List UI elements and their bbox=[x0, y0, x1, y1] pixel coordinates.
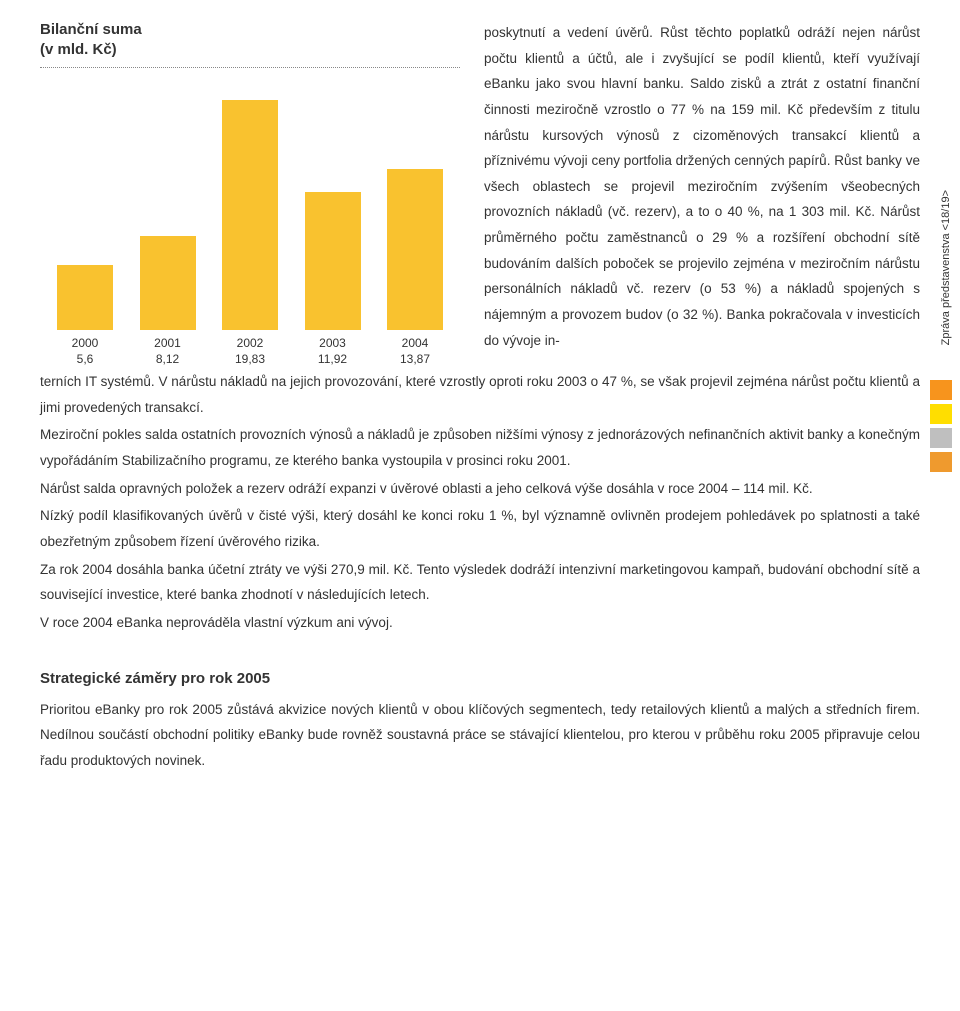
bar bbox=[305, 192, 361, 330]
bar-label: 200413,87 bbox=[380, 336, 450, 367]
body-text-p7: V roce 2004 eBanka neprováděla vlastní v… bbox=[40, 610, 920, 636]
bar-label: 20005,6 bbox=[50, 336, 120, 367]
bar bbox=[140, 236, 196, 330]
bar-wrap bbox=[133, 236, 203, 330]
bar-label: 200219,83 bbox=[215, 336, 285, 367]
body-text-p4: Nárůst salda opravných položek a rezerv … bbox=[40, 476, 920, 502]
bar bbox=[57, 265, 113, 330]
chart-title: Bilanční suma (v mld. Kč) bbox=[40, 20, 460, 59]
chart-divider bbox=[40, 67, 460, 68]
bar-chart: Bilanční suma (v mld. Kč) 20005,6 20018,1… bbox=[40, 20, 460, 367]
chart-title-line1: Bilanční suma bbox=[40, 21, 142, 38]
section-heading: Strategické záměry pro rok 2005 bbox=[40, 670, 920, 687]
bar-wrap bbox=[215, 100, 285, 330]
side-block bbox=[930, 404, 952, 424]
section-body: Prioritou eBanky pro rok 2005 zůstává ak… bbox=[40, 697, 920, 774]
page-side-label: Zpráva představenstva <18/19> bbox=[940, 190, 952, 345]
body-text-p2: terních IT systémů. V nárůstu nákladů na… bbox=[40, 369, 920, 420]
body-text-p5: Nízký podíl klasifikovaných úvěrů v čist… bbox=[40, 503, 920, 554]
body-text-p6: Za rok 2004 dosáhla banka účetní ztráty … bbox=[40, 557, 920, 608]
bar bbox=[222, 100, 278, 330]
side-block bbox=[930, 452, 952, 472]
side-block bbox=[930, 428, 952, 448]
bar bbox=[387, 169, 443, 330]
bar-wrap bbox=[298, 192, 368, 330]
bar-label: 20018,12 bbox=[133, 336, 203, 367]
body-text-right: poskytnutí a vedení úvěrů. Růst těchto p… bbox=[484, 20, 920, 367]
body-text-p3: Meziroční pokles salda ostatních provozn… bbox=[40, 422, 920, 473]
side-color-blocks bbox=[930, 380, 952, 476]
side-block bbox=[930, 380, 952, 400]
chart-title-line2: (v mld. Kč) bbox=[40, 41, 117, 58]
bar-label: 200311,92 bbox=[298, 336, 368, 367]
bar-wrap bbox=[50, 265, 120, 330]
bar-wrap bbox=[380, 169, 450, 330]
